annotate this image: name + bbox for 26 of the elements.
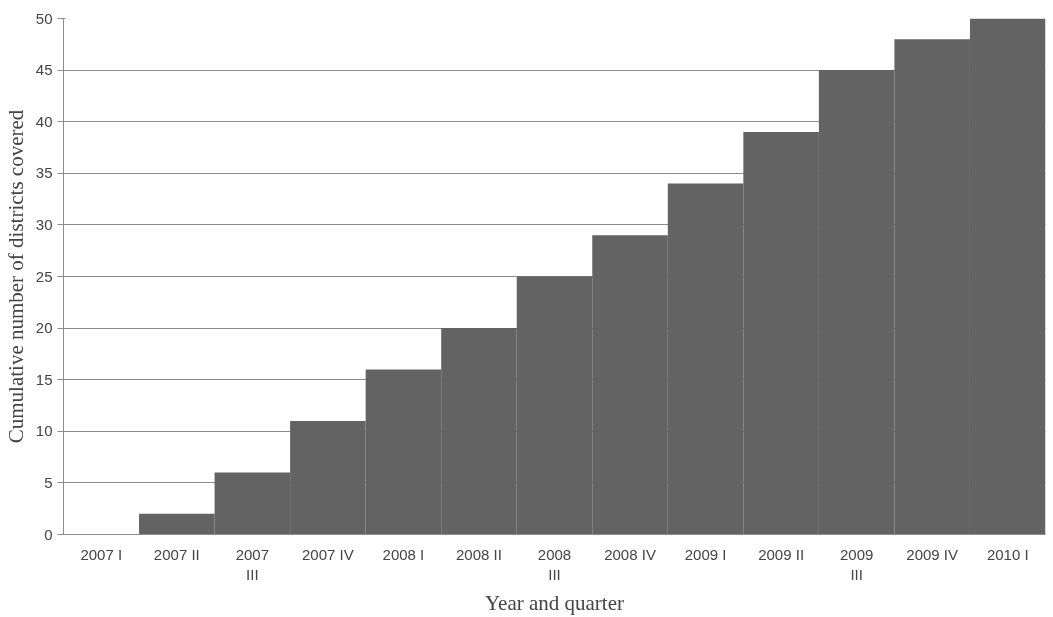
- x-tick-label: 2007 IV: [302, 545, 354, 563]
- x-tick-label: 2009 II: [758, 545, 805, 563]
- y-tick-label: 50: [35, 9, 53, 27]
- x-tick-label: 2010 I: [986, 545, 1029, 563]
- y-tick-label: 10: [35, 422, 53, 440]
- y-tick-label: 15: [35, 370, 53, 388]
- y-tick-label: 20: [35, 319, 53, 337]
- x-tick-label: 2009 III: [839, 545, 874, 583]
- x-tick-label: 2008 I: [382, 545, 425, 563]
- x-tick-label: 2008 III: [537, 545, 572, 583]
- y-tick-label: 0: [44, 525, 53, 543]
- x-tick-label: 2008 IV: [604, 545, 656, 563]
- y-tick-label: 45: [35, 61, 53, 79]
- x-tick-label: 2007 II: [153, 545, 200, 563]
- x-tick-label: 2008 II: [456, 545, 502, 563]
- x-tick-label: 2009 I: [684, 545, 727, 563]
- y-tick-label: 5: [44, 473, 53, 491]
- y-tick-label: 25: [35, 267, 53, 285]
- x-tick-label: 2007 I: [80, 545, 123, 563]
- y-tick-label: 30: [35, 215, 53, 233]
- x-tick-label: 2009 IV: [906, 545, 959, 563]
- y-tick-label: 40: [35, 112, 53, 130]
- x-axis-title: Year and quarter: [485, 590, 624, 615]
- x-tick-label: 2007 III: [235, 545, 270, 583]
- y-tick-label: 35: [35, 164, 53, 182]
- y-axis-title: Cumulative number of districts covered: [3, 109, 28, 444]
